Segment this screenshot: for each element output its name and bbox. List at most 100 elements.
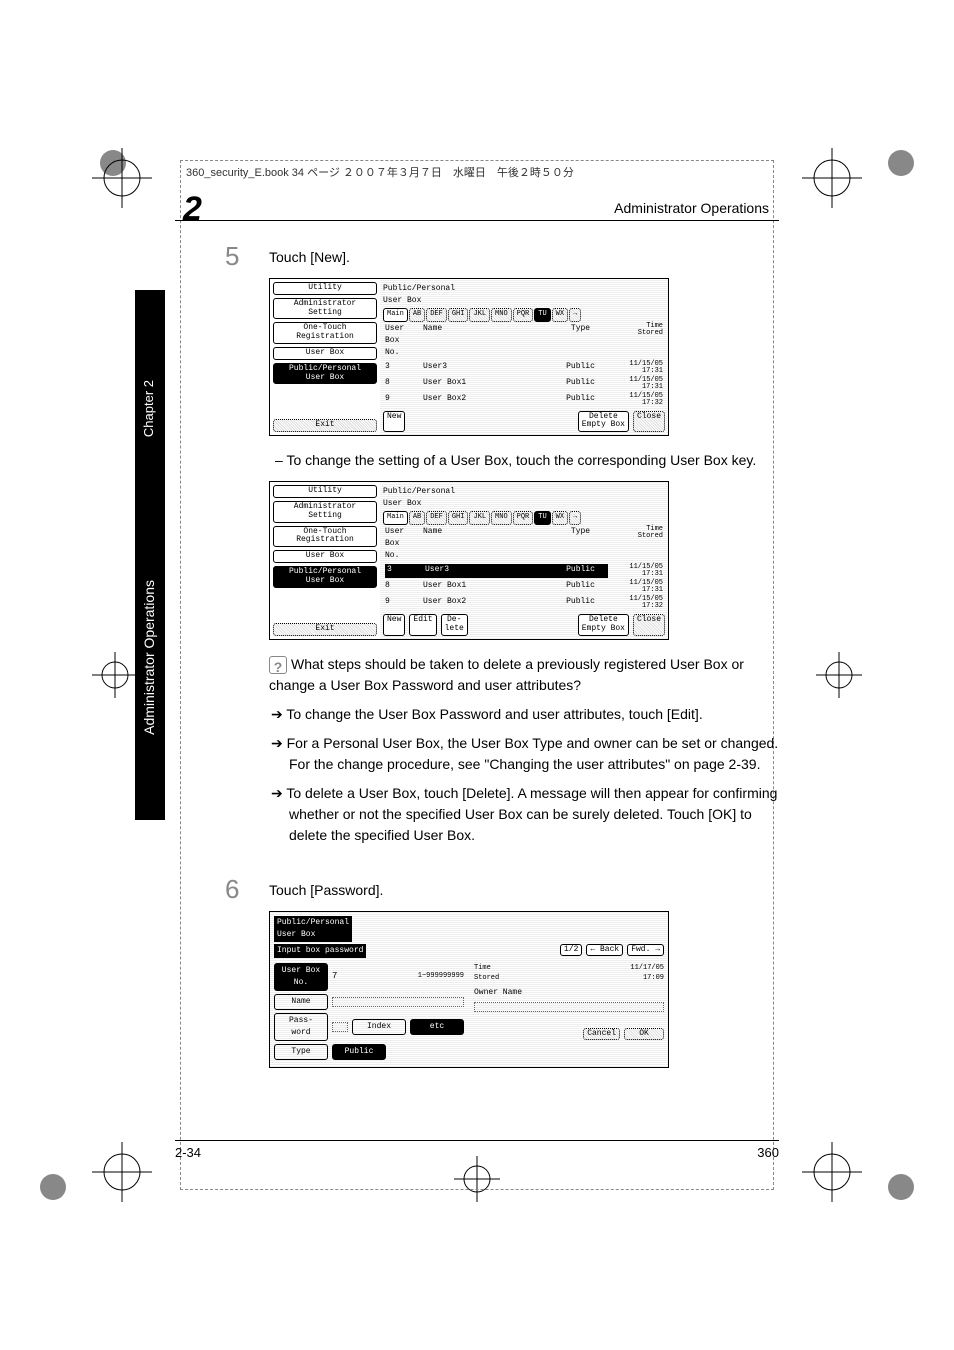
step-text: Touch [New]. — [269, 247, 779, 268]
time-label: TimeStored — [474, 963, 499, 984]
crosshair — [802, 1142, 862, 1202]
cell: 11/15/0517:32 — [608, 596, 663, 610]
screen-title: Public/PersonalUser Box — [274, 916, 352, 942]
side-chapter-label: Chapter 2 — [141, 380, 156, 437]
back-button[interactable]: ← Back — [586, 944, 623, 957]
admin-setting-button[interactable]: AdministratorSetting — [273, 501, 377, 523]
tab[interactable]: AB — [409, 511, 425, 525]
tab[interactable]: TU — [534, 308, 550, 322]
public-personal-button[interactable]: Public/PersonalUser Box — [273, 363, 377, 385]
tab[interactable]: WX — [552, 511, 568, 525]
tab[interactable]: MNO — [491, 511, 512, 525]
cell: User Box2 — [423, 596, 553, 610]
cell: 11/15/0517:31 — [608, 377, 663, 391]
public-personal-button[interactable]: Public/PersonalUser Box — [273, 566, 377, 588]
tab[interactable]: JKL — [469, 511, 490, 525]
col-no: User BoxNo. — [385, 526, 423, 562]
cell: 9 — [385, 596, 423, 610]
crosshair — [816, 652, 862, 698]
delete-empty-button[interactable]: DeleteEmpty Box — [578, 411, 629, 433]
cancel-button[interactable]: Cancel — [583, 1028, 620, 1041]
crosshair — [92, 652, 138, 698]
crosshair — [92, 148, 152, 208]
list-row[interactable]: 9 User Box2 Public 11/15/0517:32 — [383, 595, 665, 611]
crosshair — [92, 1142, 152, 1202]
col-time: TimeStored — [608, 323, 663, 359]
tab[interactable]: AB — [409, 308, 425, 322]
tab[interactable]: DEF — [426, 511, 447, 525]
running-header: Administrator Operations — [175, 200, 779, 221]
list-row[interactable]: 9 User Box2 Public 11/15/0517:32 — [383, 392, 665, 408]
cell: User Box2 — [423, 393, 553, 407]
utility-button[interactable]: Utility — [273, 282, 377, 295]
answer: ➔ For a Personal User Box, the User Box … — [269, 733, 779, 775]
userbox-button[interactable]: User Box — [273, 550, 377, 563]
tab[interactable]: TU — [534, 511, 550, 525]
question-icon: ? — [269, 656, 287, 674]
side-section-label: Administrator Operations — [141, 580, 157, 735]
userbox-button[interactable]: User Box — [273, 347, 377, 360]
password-label[interactable]: Pass-word — [274, 1013, 328, 1041]
answer: ➔ To change the User Box Password and us… — [269, 704, 779, 725]
list-row[interactable]: 3 User3 Public 11/15/0517:31 — [383, 360, 665, 376]
tab[interactable]: PQR — [513, 308, 534, 322]
close-button[interactable]: Close — [633, 411, 665, 433]
tab[interactable]: WX — [552, 308, 568, 322]
boxno-value: 7 — [332, 970, 337, 984]
exit-button[interactable]: Exit — [273, 419, 377, 432]
book-header: 360_security_E.book 34 ページ ２００７年３月７日 水曜日… — [186, 164, 574, 180]
tab-arrow[interactable]: → — [569, 511, 581, 525]
tab[interactable]: MNO — [491, 308, 512, 322]
cell: User Box1 — [423, 377, 553, 391]
edit-button[interactable]: Edit — [409, 614, 436, 636]
list-row-selected[interactable]: 3 User3 Public 11/15/0517:31 — [383, 563, 665, 579]
owner-label: Owner Name — [474, 987, 522, 999]
delete-empty-button[interactable]: DeleteEmpty Box — [578, 614, 629, 636]
reg-dot — [888, 150, 914, 176]
tab[interactable]: GHI — [448, 308, 469, 322]
cell: 11/15/0517:31 — [608, 361, 663, 375]
tab[interactable]: DEF — [426, 308, 447, 322]
delete-button[interactable]: De-lete — [441, 614, 468, 636]
new-button[interactable]: New — [383, 411, 405, 433]
cell: 3 — [385, 361, 423, 375]
screen-title: Public/PersonalUser Box — [383, 282, 665, 308]
onetouch-button[interactable]: One-TouchRegistration — [273, 526, 377, 548]
utility-button[interactable]: Utility — [273, 485, 377, 498]
fwd-button[interactable]: Fwd. → — [627, 944, 664, 957]
owner-field[interactable] — [474, 1002, 664, 1012]
cell: 8 — [385, 580, 423, 594]
screen-title: Public/PersonalUser Box — [383, 485, 665, 511]
onetouch-button[interactable]: One-TouchRegistration — [273, 322, 377, 344]
side-tab — [135, 290, 165, 820]
type-label: Type — [274, 1044, 328, 1060]
main-tab[interactable]: Main — [383, 511, 408, 525]
tab[interactable]: PQR — [513, 511, 534, 525]
index-button[interactable]: Index — [352, 1019, 406, 1035]
password-field[interactable] — [332, 1022, 348, 1032]
cell: 11/15/0517:31 — [608, 564, 663, 578]
main-tab[interactable]: Main — [383, 308, 408, 322]
cell: Public — [553, 564, 608, 578]
cell: Public — [553, 361, 608, 375]
cell: 9 — [385, 393, 423, 407]
exit-button[interactable]: Exit — [273, 623, 377, 636]
close-button[interactable]: Close — [633, 614, 665, 636]
new-button[interactable]: New — [383, 614, 405, 636]
cell: User3 — [423, 361, 553, 375]
name-field[interactable] — [332, 997, 464, 1007]
ok-button[interactable]: OK — [624, 1028, 664, 1041]
tab-arrow[interactable]: → — [569, 308, 581, 322]
type-value[interactable]: Public — [332, 1044, 386, 1060]
screenshot-2: Utility AdministratorSetting One-TouchRe… — [269, 481, 669, 639]
boxno-label: User BoxNo. — [274, 963, 328, 991]
tab[interactable]: JKL — [469, 308, 490, 322]
list-row[interactable]: 8 User Box1 Public 11/15/0517:31 — [383, 579, 665, 595]
list-row[interactable]: 8 User Box1 Public 11/15/0517:31 — [383, 376, 665, 392]
admin-setting-button[interactable]: AdministratorSetting — [273, 298, 377, 320]
etc-button[interactable]: etc — [410, 1019, 464, 1035]
name-label[interactable]: Name — [274, 994, 328, 1010]
cell: User3 — [423, 564, 553, 578]
cell: 8 — [385, 377, 423, 391]
tab[interactable]: GHI — [448, 511, 469, 525]
